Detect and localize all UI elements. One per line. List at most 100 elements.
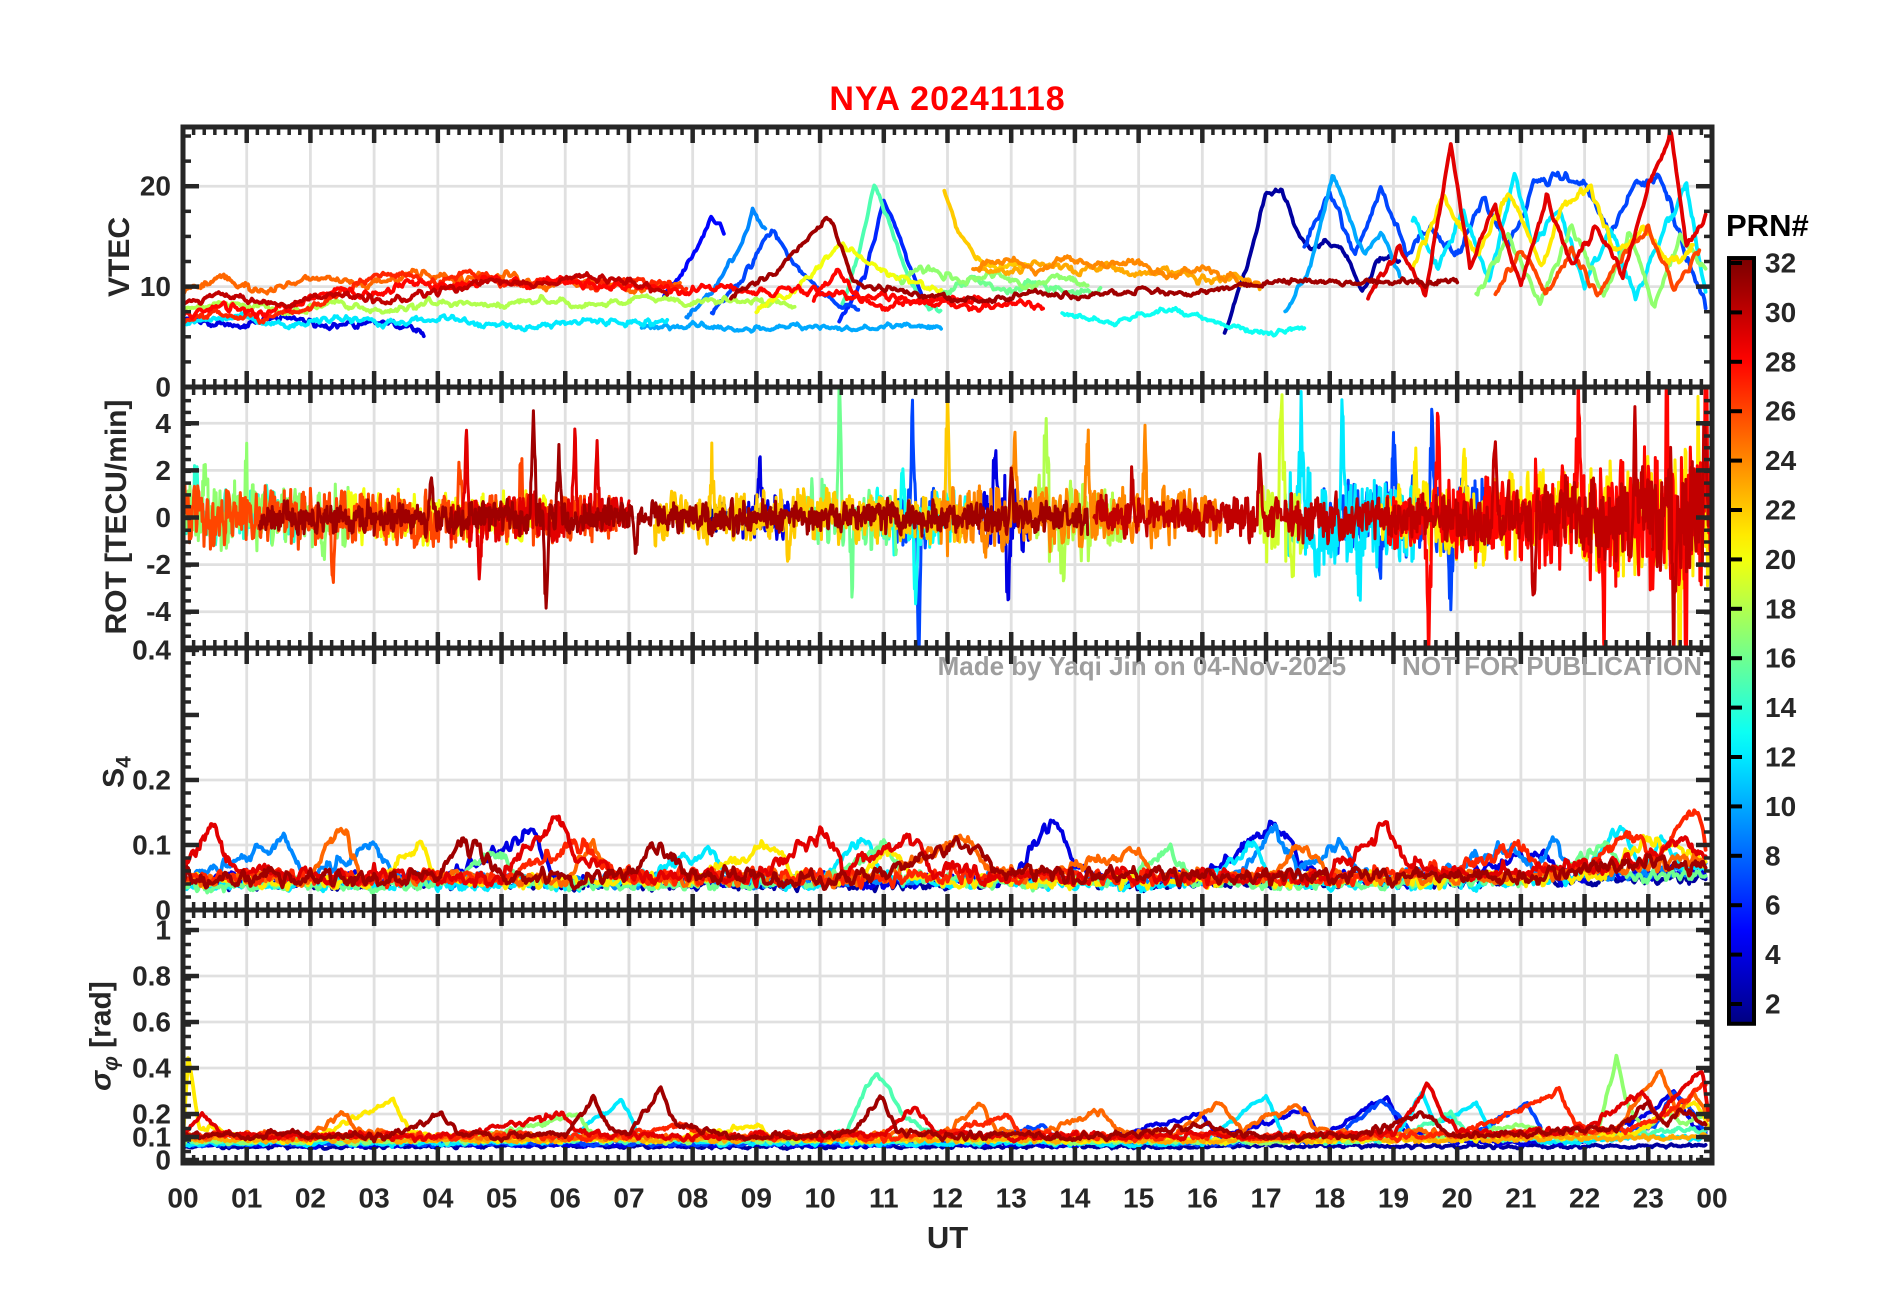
- colorbar-tick-label: 24: [1765, 445, 1797, 476]
- rot-axis-label: ROT [TECU/min]: [100, 399, 133, 635]
- series-prn-28: [811, 267, 1045, 313]
- series-prn-13: [1060, 306, 1307, 338]
- colorbar-tick-label: 28: [1765, 346, 1796, 377]
- series-prn-29: [449, 427, 631, 581]
- x-tick-label: 09: [741, 1183, 772, 1214]
- y-tick-label: 0: [155, 895, 171, 926]
- x-tick-label: 03: [359, 1183, 390, 1214]
- series-prn-31: [257, 409, 1090, 610]
- colorbar-tick-label: 10: [1765, 791, 1796, 822]
- y-tick-label: 0: [155, 1145, 171, 1176]
- colorbar-tick-label: 22: [1765, 495, 1796, 526]
- x-tick-label: 12: [932, 1183, 963, 1214]
- x-tick-label: 22: [1569, 1183, 1600, 1214]
- x-tick-label: 11: [869, 1183, 899, 1214]
- x-tick-label: 23: [1633, 1183, 1664, 1214]
- y-tick-label: 4: [155, 408, 171, 439]
- colorbar-tick-label: 14: [1765, 692, 1797, 723]
- series-prn-22: [942, 188, 1032, 272]
- series-prn-30: [183, 271, 670, 310]
- x-tick-label: 10: [805, 1183, 836, 1214]
- series-prn-2: [1222, 187, 1402, 335]
- colorbar-tick-label: 4: [1765, 939, 1781, 970]
- x-tick-label: 14: [1059, 1183, 1091, 1214]
- colorbar-tick-label: 8: [1765, 840, 1781, 871]
- x-tick-label: 02: [295, 1183, 326, 1214]
- y-tick-label: 0.4: [132, 634, 171, 665]
- series-prn-17: [894, 264, 1090, 291]
- y-tick-label: 0.1: [132, 1122, 171, 1153]
- series-prn-9: [684, 206, 768, 320]
- sigma-label-main: σ: [84, 1070, 118, 1091]
- y-tick-label: 0.1: [132, 829, 171, 860]
- series-prn-29: [1366, 129, 1708, 301]
- x-tick-label: 13: [996, 1183, 1027, 1214]
- colorbar: [1729, 258, 1754, 1024]
- panel-S4: [183, 648, 1712, 910]
- colorbar-tick-label: 26: [1765, 396, 1796, 427]
- y-tick-label: 0.2: [132, 764, 171, 795]
- y-tick-label: 0.2: [132, 1099, 171, 1130]
- panel-VTEC: [183, 127, 1712, 387]
- series-prn-31: [183, 835, 1708, 891]
- x-tick-label: 18: [1314, 1183, 1345, 1214]
- colorbar-tick-label: 30: [1765, 297, 1796, 328]
- colorbar-tick-label: 16: [1765, 643, 1796, 674]
- x-tick-label: 08: [677, 1183, 708, 1214]
- series-prn-4: [183, 313, 426, 339]
- x-tick-label: 00: [1696, 1183, 1727, 1214]
- x-tick-label: 06: [550, 1183, 581, 1214]
- colorbar-tick-label: 18: [1765, 593, 1796, 624]
- y-tick-label: 0.4: [132, 1053, 171, 1084]
- vtec-axis-label: VTEC: [103, 216, 136, 298]
- watermark: Made by Yaqi Jin on 04-Nov-2025 NOT FOR …: [183, 651, 1712, 682]
- y-tick-label: 20: [140, 171, 171, 202]
- x-tick-label: 17: [1250, 1183, 1281, 1214]
- panel-ROT: [183, 387, 1712, 648]
- colorbar-tick-label: 20: [1765, 544, 1796, 575]
- series-prn-10: [639, 319, 943, 334]
- y-tick-label: 0.6: [132, 1007, 171, 1038]
- colorbar-tick-label: 12: [1765, 742, 1796, 773]
- series-prn-10: [1283, 174, 1402, 314]
- y-tick-label: 0.8: [132, 961, 171, 992]
- series-prn-30: [1092, 405, 1712, 648]
- x-tick-label: 00: [167, 1183, 198, 1214]
- y-tick-label: 1: [155, 915, 171, 946]
- colorbar-tick-label: 2: [1765, 989, 1781, 1020]
- series-prn-20: [754, 241, 943, 315]
- watermark-notice: NOT FOR PUBLICATION: [1402, 651, 1702, 681]
- sigma-label-sub: φ: [99, 1056, 123, 1071]
- series-prn-27: [183, 268, 689, 325]
- x-tick-label: 15: [1123, 1183, 1154, 1214]
- colorbar-tick-label: 6: [1765, 890, 1781, 921]
- colorbar-tick-label: 32: [1765, 248, 1796, 279]
- x-tick-label: 20: [1442, 1183, 1473, 1214]
- y-tick-label: 2: [155, 455, 171, 486]
- panel-sigma_phi: [183, 910, 1712, 1163]
- colorbar-title: PRN#: [1726, 208, 1809, 243]
- x-tick-label: 21: [1505, 1183, 1536, 1214]
- x-tick-label: 07: [613, 1183, 644, 1214]
- x-tick-label: 16: [1187, 1183, 1218, 1214]
- y-tick-label: 0: [155, 372, 171, 403]
- colorbar-border: [1727, 256, 1756, 1026]
- series-prn-18: [183, 293, 797, 317]
- x-tick-label: 05: [486, 1183, 517, 1214]
- y-tick-label: -4: [146, 596, 171, 627]
- s4-axis-label: S4: [98, 756, 137, 788]
- y-tick-label: 10: [140, 271, 171, 302]
- y-tick-label: 0: [155, 502, 171, 533]
- sigma-label-unit: [rad]: [84, 981, 118, 1057]
- s4-label-sub: 4: [112, 756, 136, 768]
- series-prn-31: [183, 1085, 1708, 1144]
- series-prn-31: [729, 215, 1460, 305]
- x-tick-label: 04: [422, 1183, 454, 1214]
- series-prn-24: [971, 254, 1262, 288]
- series-prn-28: [1385, 387, 1712, 648]
- page-title: NYA 20241118: [829, 80, 1066, 118]
- s4-label-main: S: [97, 767, 131, 788]
- sigma-axis-label: σφ [rad]: [85, 981, 124, 1091]
